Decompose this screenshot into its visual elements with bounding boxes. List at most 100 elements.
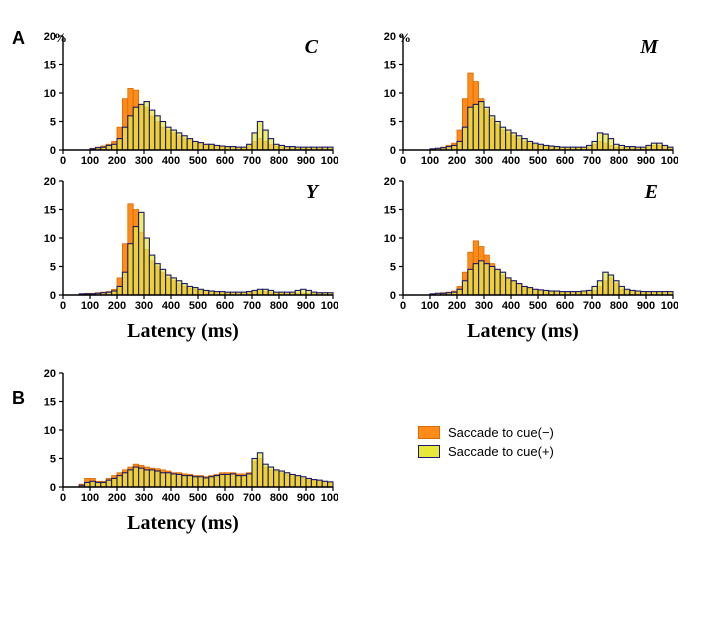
- legend-label-neg: Saccade to cue(−): [448, 425, 554, 440]
- svg-text:15: 15: [44, 205, 56, 217]
- svg-text:1000: 1000: [321, 300, 338, 312]
- svg-text:1000: 1000: [661, 300, 678, 312]
- svg-text:500: 500: [189, 300, 207, 312]
- legend-item-pos: Saccade to cue(+): [418, 444, 554, 459]
- svg-text:5: 5: [50, 262, 56, 274]
- chart-B-svg: 0510152001002003004005006007008009001000: [28, 365, 338, 505]
- svg-text:0: 0: [50, 145, 56, 157]
- svg-text:0: 0: [60, 492, 66, 504]
- svg-text:300: 300: [475, 300, 493, 312]
- svg-text:0: 0: [390, 145, 396, 157]
- chart-B: 0510152001002003004005006007008009001000: [28, 365, 338, 510]
- svg-text:700: 700: [583, 155, 601, 167]
- svg-text:900: 900: [297, 300, 315, 312]
- subject-label-C: C: [305, 36, 318, 59]
- svg-text:300: 300: [475, 155, 493, 167]
- svg-text:500: 500: [529, 155, 547, 167]
- svg-text:900: 900: [297, 155, 315, 167]
- svg-text:0: 0: [60, 155, 66, 167]
- svg-text:400: 400: [162, 155, 180, 167]
- svg-text:300: 300: [135, 492, 153, 504]
- svg-text:0: 0: [50, 482, 56, 494]
- chart-Y-svg: 0510152001002003004005006007008009001000: [28, 173, 338, 313]
- svg-text:10: 10: [44, 88, 56, 100]
- svg-text:1000: 1000: [321, 492, 338, 504]
- svg-text:5: 5: [50, 454, 56, 466]
- svg-text:400: 400: [502, 300, 520, 312]
- svg-text:10: 10: [384, 233, 396, 245]
- svg-text:900: 900: [297, 492, 315, 504]
- chart-E: 0510152001002003004005006007008009001000…: [368, 173, 678, 318]
- svg-text:800: 800: [270, 492, 288, 504]
- svg-text:20: 20: [44, 31, 56, 43]
- svg-text:900: 900: [637, 300, 655, 312]
- svg-text:10: 10: [44, 233, 56, 245]
- subject-label-E: E: [645, 181, 658, 204]
- svg-text:700: 700: [243, 155, 261, 167]
- svg-text:200: 200: [108, 155, 126, 167]
- svg-text:500: 500: [189, 492, 207, 504]
- svg-text:100: 100: [421, 155, 439, 167]
- x-axis-title-A-right: Latency (ms): [368, 320, 678, 343]
- svg-text:400: 400: [502, 155, 520, 167]
- svg-text:800: 800: [610, 155, 628, 167]
- svg-text:20: 20: [44, 176, 56, 188]
- chart-C: 0510152001002003004005006007008009001000…: [28, 28, 338, 173]
- svg-text:100: 100: [421, 300, 439, 312]
- subject-label-Y: Y: [306, 181, 318, 204]
- svg-text:100: 100: [81, 300, 99, 312]
- svg-text:900: 900: [637, 155, 655, 167]
- svg-text:600: 600: [556, 155, 574, 167]
- svg-text:0: 0: [390, 290, 396, 302]
- panel-label-B: B: [12, 388, 25, 409]
- svg-text:20: 20: [44, 368, 56, 380]
- svg-text:200: 200: [448, 155, 466, 167]
- legend-label-pos: Saccade to cue(+): [448, 444, 554, 459]
- svg-text:800: 800: [270, 155, 288, 167]
- svg-text:700: 700: [583, 300, 601, 312]
- svg-text:600: 600: [216, 300, 234, 312]
- svg-text:20: 20: [384, 176, 396, 188]
- svg-text:600: 600: [216, 492, 234, 504]
- svg-text:10: 10: [44, 425, 56, 437]
- svg-text:600: 600: [556, 300, 574, 312]
- svg-text:600: 600: [216, 155, 234, 167]
- svg-text:200: 200: [108, 300, 126, 312]
- svg-text:20: 20: [384, 31, 396, 43]
- subject-label-M: M: [640, 36, 658, 59]
- svg-text:15: 15: [44, 397, 56, 409]
- svg-text:1000: 1000: [321, 155, 338, 167]
- svg-text:300: 300: [135, 300, 153, 312]
- svg-text:0: 0: [400, 155, 406, 167]
- legend-swatch-neg: [418, 426, 440, 439]
- panel-label-A: A: [12, 28, 25, 49]
- chart-M-svg: 0510152001002003004005006007008009001000: [368, 28, 678, 168]
- svg-text:5: 5: [50, 117, 56, 129]
- svg-text:5: 5: [390, 262, 396, 274]
- svg-text:100: 100: [81, 155, 99, 167]
- x-axis-title-A-left: Latency (ms): [28, 320, 338, 343]
- svg-text:0: 0: [50, 290, 56, 302]
- chart-Y: 0510152001002003004005006007008009001000…: [28, 173, 338, 318]
- svg-text:700: 700: [243, 492, 261, 504]
- svg-text:500: 500: [529, 300, 547, 312]
- chart-M: 0510152001002003004005006007008009001000…: [368, 28, 678, 173]
- svg-text:300: 300: [135, 155, 153, 167]
- chart-C-svg: 0510152001002003004005006007008009001000: [28, 28, 338, 168]
- legend-swatch-pos: [418, 445, 440, 458]
- x-axis-title-B: Latency (ms): [28, 512, 338, 535]
- svg-text:100: 100: [81, 492, 99, 504]
- svg-text:800: 800: [610, 300, 628, 312]
- svg-text:15: 15: [44, 60, 56, 72]
- chart-E-svg: 0510152001002003004005006007008009001000: [368, 173, 678, 313]
- svg-text:0: 0: [400, 300, 406, 312]
- svg-text:5: 5: [390, 117, 396, 129]
- svg-text:15: 15: [384, 205, 396, 217]
- figure: A % % 0510152001002003004005006007008009…: [10, 28, 709, 535]
- svg-text:200: 200: [108, 492, 126, 504]
- svg-text:15: 15: [384, 60, 396, 72]
- svg-text:0: 0: [60, 300, 66, 312]
- svg-text:10: 10: [384, 88, 396, 100]
- svg-text:1000: 1000: [661, 155, 678, 167]
- svg-text:500: 500: [189, 155, 207, 167]
